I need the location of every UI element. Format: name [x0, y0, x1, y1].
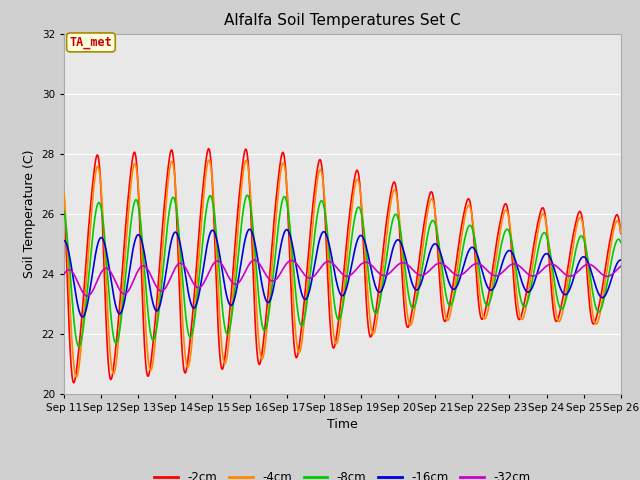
- Y-axis label: Soil Temperature (C): Soil Temperature (C): [23, 149, 36, 278]
- X-axis label: Time: Time: [327, 418, 358, 431]
- Title: Alfalfa Soil Temperatures Set C: Alfalfa Soil Temperatures Set C: [224, 13, 461, 28]
- Text: TA_met: TA_met: [70, 36, 112, 49]
- Legend: -2cm, -4cm, -8cm, -16cm, -32cm: -2cm, -4cm, -8cm, -16cm, -32cm: [150, 466, 535, 480]
